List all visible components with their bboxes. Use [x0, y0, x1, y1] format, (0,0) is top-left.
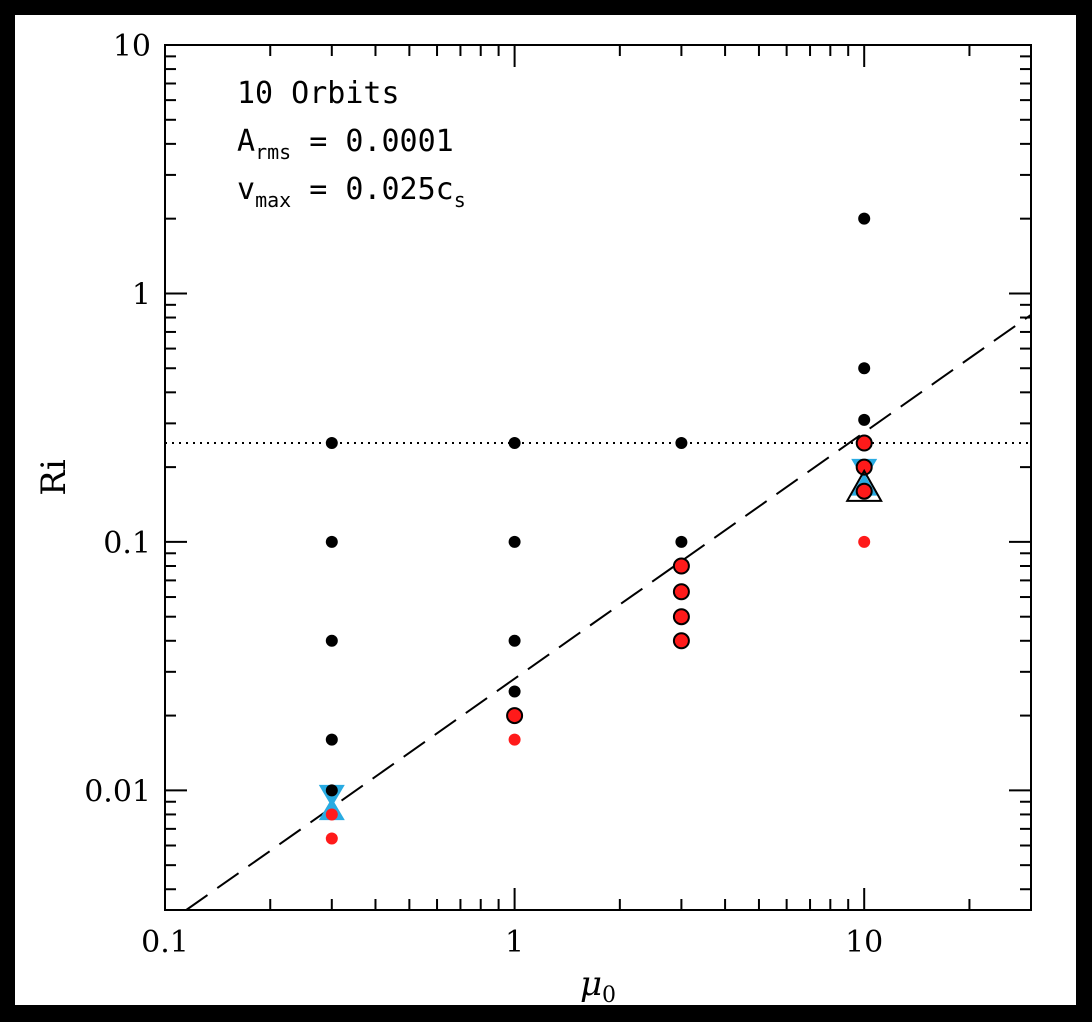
annotation-line: Arms = 0.0001: [237, 124, 454, 164]
red-data-point: [325, 832, 338, 845]
black-data-point: [325, 437, 338, 450]
black-data-point: [508, 634, 521, 647]
red-outlined-data-point: [855, 458, 873, 476]
black-data-point: [325, 634, 338, 647]
y-tick-label: 0.1: [103, 526, 151, 561]
red-outlined-data-point: [672, 632, 690, 650]
plot-area-border: [164, 44, 1032, 911]
x-tick-label: 10: [845, 925, 883, 960]
dashed-fit-line: [185, 314, 1032, 911]
red-outlined-data-point: [672, 608, 690, 626]
red-outlined-data-point: [855, 482, 873, 500]
chart: 0.1 1 10 0.01 0.1 1 10 10 Orbits Arms = 0.0001 v…: [34, 29, 1032, 1005]
open-triangle-marker: [845, 468, 883, 502]
black-data-point: [508, 685, 521, 698]
black-data-point: [675, 437, 688, 450]
black-data-point: [325, 784, 338, 797]
reference-lines: [165, 314, 1032, 911]
red-outlined-data-point: [855, 434, 873, 452]
data-points: [318, 212, 883, 845]
black-data-point: [508, 437, 521, 450]
x-axis-label: μ0: [580, 964, 616, 1005]
red-outlined-data-point: [672, 583, 690, 601]
black-data-point: [325, 535, 338, 548]
y-tick-label: 0.01: [84, 774, 151, 809]
black-data-point: [325, 733, 338, 746]
y-axis-label: Ri: [34, 459, 74, 496]
y-tick-label: 1: [132, 277, 151, 312]
annotation-block: 10 Orbits Arms = 0.0001 vmax = 0.025cs: [237, 76, 466, 212]
red-outlined-data-point: [672, 557, 690, 575]
red-data-point: [325, 808, 338, 821]
y-tick-label: 10: [113, 29, 151, 64]
black-data-point: [858, 362, 871, 375]
tick-labels: 0.1 1 10 0.01 0.1 1 10: [84, 29, 883, 960]
axis-ticks: [164, 44, 1032, 910]
red-data-point: [858, 535, 871, 548]
x-tick-label: 0.1: [141, 925, 189, 960]
red-outlined-data-point: [506, 707, 524, 725]
black-data-point: [675, 535, 688, 548]
black-data-point: [858, 413, 871, 426]
black-data-point: [858, 212, 871, 225]
annotation-line: vmax = 0.025cs: [237, 172, 466, 212]
figure-frame: 0.1 1 10 0.01 0.1 1 10 10 Orbits Arms = 0.0001 v…: [15, 15, 1076, 1005]
x-tick-label: 1: [505, 925, 524, 960]
black-data-point: [508, 535, 521, 548]
red-data-point: [508, 733, 521, 746]
annotation-line: 10 Orbits: [237, 76, 400, 111]
